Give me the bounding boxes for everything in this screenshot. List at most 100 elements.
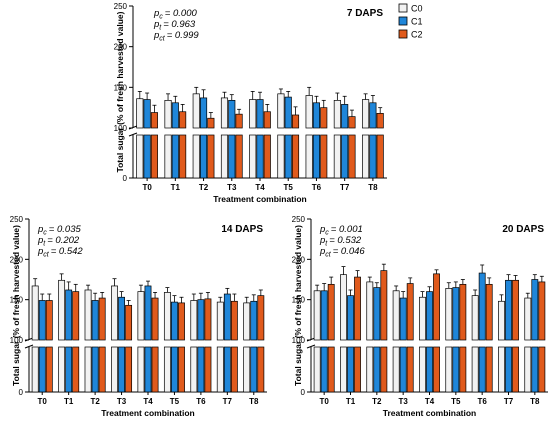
bar-lower-c0-t3 bbox=[220, 134, 229, 179]
x-tick-label: T6 bbox=[196, 397, 206, 406]
bar-lower-c2-t8 bbox=[376, 134, 384, 179]
x-tick-label: T6 bbox=[477, 397, 487, 406]
bar-lower-c2-t4 bbox=[433, 346, 440, 393]
bar-c2-t8 bbox=[376, 113, 384, 129]
bar-lower-c2-t4 bbox=[263, 134, 271, 179]
stat-line: pt = 0.963 bbox=[153, 19, 196, 32]
bar-lower-c2-t7 bbox=[230, 346, 238, 393]
bar-lower-c1-t1 bbox=[171, 134, 179, 179]
stat-line: pc = 0.035 bbox=[37, 224, 81, 237]
bar-lower-c1-t0 bbox=[320, 346, 328, 393]
bar-lower-c0-t7 bbox=[216, 346, 224, 393]
bar-c2-t4 bbox=[433, 273, 440, 341]
bar-c1-t8 bbox=[369, 102, 377, 129]
stat-line: pt = 0.202 bbox=[37, 235, 80, 248]
bar-c2-t3 bbox=[406, 283, 414, 341]
bar-lower-c0-t5 bbox=[277, 134, 285, 179]
x-tick-label: T4 bbox=[143, 397, 153, 406]
bar-lower-c0-t2 bbox=[366, 346, 374, 393]
bar-lower-c2-t0 bbox=[45, 346, 53, 393]
x-tick-label: T3 bbox=[398, 397, 408, 406]
y-tick-label: 0 bbox=[123, 174, 128, 183]
bar-c1-t6 bbox=[312, 102, 320, 129]
y-tick-label: 150 bbox=[10, 296, 24, 305]
bar-lower-c2-t8 bbox=[538, 346, 546, 393]
bar-lower-c1-t8 bbox=[369, 134, 377, 179]
bar-lower-c2-t5 bbox=[459, 346, 467, 393]
bar-c2-t5 bbox=[459, 283, 467, 341]
legend-label-c2: C2 bbox=[411, 30, 423, 40]
bar-c1-t3 bbox=[118, 296, 125, 341]
legend-swatch-c2 bbox=[398, 29, 408, 39]
bar-c0-t5 bbox=[163, 292, 171, 341]
bar-c1-t5 bbox=[452, 287, 460, 341]
x-tick-label: T7 bbox=[223, 397, 233, 406]
bar-c0-t0 bbox=[136, 98, 144, 129]
bar-lower-c1-t7 bbox=[223, 346, 231, 393]
bar-c2-t6 bbox=[204, 298, 212, 341]
bar-lower-c1-t6 bbox=[478, 346, 486, 393]
bar-c2-t2 bbox=[207, 117, 215, 129]
stat-subscript: t bbox=[43, 241, 46, 248]
bar-lower-c2-t2 bbox=[98, 346, 106, 393]
bar-lower-c0-t7 bbox=[333, 134, 341, 179]
bar-c0-t0 bbox=[313, 290, 321, 341]
x-tick-label: T5 bbox=[451, 397, 461, 406]
x-tick-label: T6 bbox=[312, 183, 322, 192]
y-tick-label: 100 bbox=[114, 124, 128, 133]
y-tick-label: 250 bbox=[292, 215, 306, 224]
bar-c1-t2 bbox=[200, 97, 208, 129]
y-tick-label: 250 bbox=[10, 215, 24, 224]
chart-title: 7 DAPS bbox=[347, 8, 383, 19]
bar-c2-t8 bbox=[538, 281, 546, 341]
x-tick-label: T8 bbox=[530, 397, 540, 406]
axis-break-mark-lower bbox=[306, 344, 316, 349]
bar-c1-t6 bbox=[478, 272, 486, 341]
bar-c0-t3 bbox=[392, 290, 400, 341]
x-tick-label: T5 bbox=[284, 183, 294, 192]
bar-lower-c2-t6 bbox=[320, 134, 328, 179]
stat-subscript: c bbox=[325, 230, 329, 237]
bar-c1-t1 bbox=[171, 102, 179, 129]
bar-c2-t4 bbox=[151, 297, 159, 341]
stat-symbol: p bbox=[37, 235, 43, 246]
bar-c1-t5 bbox=[171, 301, 178, 341]
stat-symbol: p bbox=[153, 8, 159, 19]
bar-lower-c2-t3 bbox=[406, 346, 414, 393]
bar-lower-c0-t6 bbox=[471, 346, 479, 393]
bar-c2-t1 bbox=[179, 111, 187, 129]
bar-c2-t1 bbox=[72, 291, 80, 341]
bar-c0-t1 bbox=[58, 279, 66, 341]
bar-c0-t6 bbox=[190, 300, 198, 341]
axis-break-mark-lower bbox=[128, 132, 138, 137]
bar-lower-c2-t1 bbox=[354, 346, 361, 393]
bar-c1-t6 bbox=[197, 299, 205, 341]
stat-symbol: p bbox=[319, 224, 325, 235]
bar-lower-c0-t8 bbox=[362, 134, 370, 179]
bar-c2-t1 bbox=[354, 276, 361, 341]
y-tick-label: 200 bbox=[292, 255, 306, 264]
bar-lower-c2-t1 bbox=[179, 134, 187, 179]
x-axis-label: Treatment combination bbox=[383, 408, 477, 418]
stat-value: = 0.999 bbox=[167, 30, 200, 41]
bar-lower-c0-t2 bbox=[84, 346, 92, 393]
bar-lower-c0-t7 bbox=[498, 346, 505, 393]
bar-lower-c0-t2 bbox=[192, 134, 200, 179]
bar-lower-c2-t7 bbox=[348, 134, 356, 179]
bar-c2-t6 bbox=[320, 107, 328, 129]
bar-lower-c1-t0 bbox=[143, 134, 151, 179]
bar-lower-c1-t2 bbox=[91, 346, 99, 393]
bar-c0-t3 bbox=[220, 97, 229, 129]
bar-lower-c2-t0 bbox=[327, 346, 335, 393]
bar-lower-c0-t8 bbox=[243, 346, 251, 393]
y-tick-label: 200 bbox=[10, 255, 24, 264]
y-tick-label: 200 bbox=[114, 43, 128, 52]
stat-subscript: c bbox=[43, 230, 47, 237]
chart-title: 14 DAPS bbox=[221, 224, 263, 235]
bar-c0-t4 bbox=[137, 291, 145, 341]
bar-lower-c1-t3 bbox=[118, 346, 125, 393]
bar-c2-t7 bbox=[512, 279, 519, 341]
bar-lower-c0-t6 bbox=[305, 134, 313, 179]
